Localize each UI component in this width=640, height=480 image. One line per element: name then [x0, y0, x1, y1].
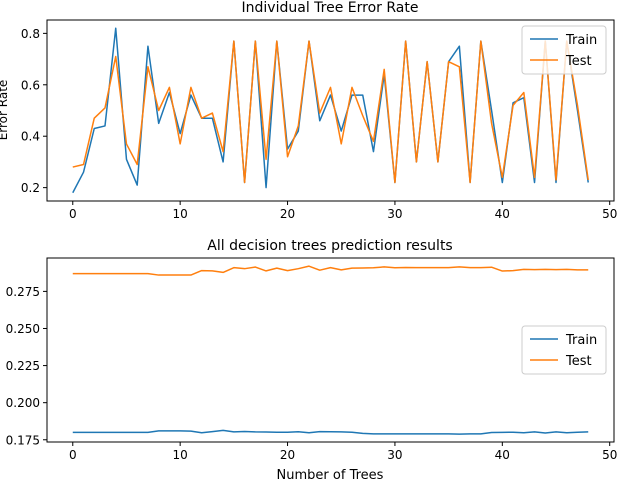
- y-tick-label: 0.250: [6, 322, 40, 336]
- plot-area: [47, 20, 614, 201]
- y-tick-label: 0.175: [6, 433, 40, 447]
- y-tick-label: 0.275: [6, 285, 40, 299]
- legend-test-label: Test: [565, 354, 592, 369]
- x-tick-label: 20: [280, 207, 295, 221]
- plot-frame: [46, 257, 615, 443]
- error-rate-subplot: Individual Tree Error Rate 0 10 20 30 40 50 0…: [0, 0, 617, 221]
- x-tick-label: 40: [495, 207, 510, 221]
- x-axis-label: Number of Trees: [277, 468, 384, 480]
- y-axis-label: Error Rate: [0, 80, 10, 141]
- x-tick-label: 50: [602, 207, 617, 221]
- legend-train-label: Train: [565, 333, 597, 348]
- x-tick-label: 0: [69, 448, 77, 462]
- series-line-test: [72, 265, 589, 276]
- legend-box: [521, 325, 607, 375]
- x-tick-label: 10: [173, 448, 188, 462]
- x-tick-label: 10: [173, 207, 188, 221]
- y-tick-label: 0.4: [21, 130, 40, 144]
- y-tick-label: 0.200: [6, 396, 40, 410]
- x-tick-label: 0: [69, 207, 77, 221]
- plot-frame: [46, 19, 615, 202]
- x-tick-label: 20: [280, 448, 295, 462]
- subplot-title: All decision trees prediction results: [207, 238, 452, 254]
- series-line-test: [72, 40, 589, 184]
- x-tick-label: 50: [602, 448, 617, 462]
- prediction-results-subplot: All decision trees prediction results 0 1…: [6, 238, 618, 480]
- x-tick-label: 30: [387, 448, 402, 462]
- plot-area: [47, 258, 614, 442]
- y-tick-label: 0.225: [6, 359, 40, 373]
- x-tick-label: 40: [495, 448, 510, 462]
- y-tick-label: 0.6: [21, 78, 40, 92]
- legend-test-label: Test: [565, 54, 592, 69]
- series-line-train: [72, 429, 589, 435]
- legend-train-label: Train: [565, 33, 597, 48]
- subplot-title: Individual Tree Error Rate: [242, 0, 419, 16]
- y-tick-label: 0.2: [21, 181, 40, 195]
- legend-box: [521, 25, 607, 75]
- legend: Train Test: [521, 25, 607, 75]
- x-tick-label: 30: [387, 207, 402, 221]
- series-line-train: [72, 27, 589, 194]
- y-tick-label: 0.8: [21, 27, 40, 41]
- legend: Train Test: [521, 325, 607, 375]
